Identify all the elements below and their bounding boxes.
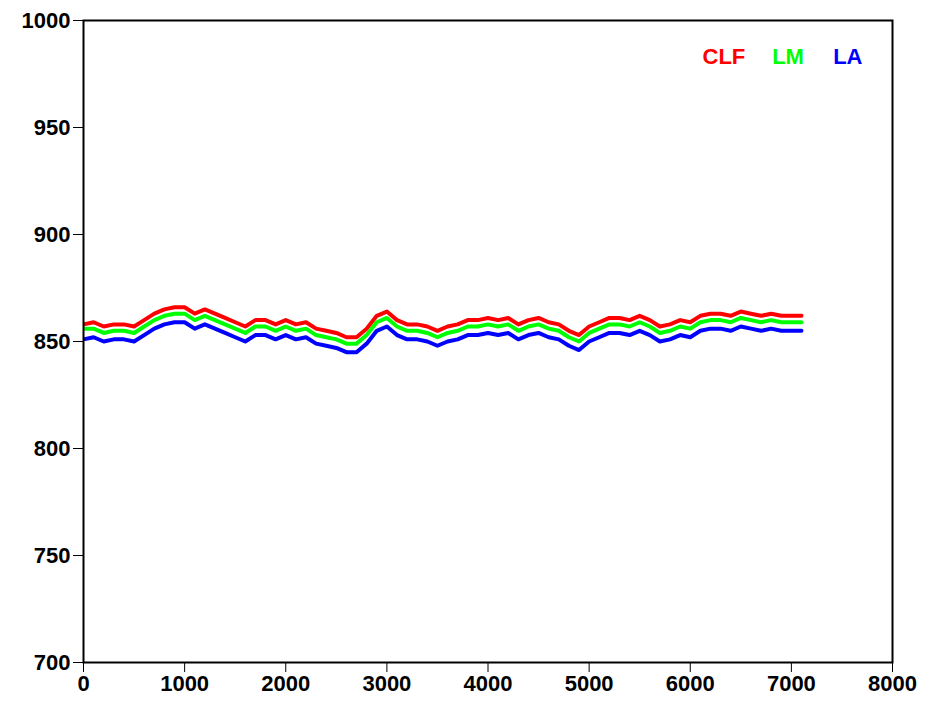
svg-text:5000: 5000 <box>565 671 614 696</box>
svg-text:4000: 4000 <box>464 671 513 696</box>
svg-text:950: 950 <box>34 115 71 140</box>
svg-text:850: 850 <box>34 329 71 354</box>
svg-text:0: 0 <box>77 671 89 696</box>
svg-text:1000: 1000 <box>22 8 71 33</box>
svg-text:LM: LM <box>772 44 804 69</box>
svg-text:CLF: CLF <box>703 44 746 69</box>
svg-text:800: 800 <box>34 436 71 461</box>
svg-text:8000: 8000 <box>868 671 917 696</box>
svg-text:700: 700 <box>34 650 71 675</box>
svg-text:3000: 3000 <box>362 671 411 696</box>
svg-text:LA: LA <box>833 44 862 69</box>
svg-text:6000: 6000 <box>666 671 715 696</box>
svg-text:750: 750 <box>34 543 71 568</box>
svg-text:7000: 7000 <box>767 671 816 696</box>
svg-text:1000: 1000 <box>160 671 209 696</box>
svg-text:900: 900 <box>34 222 71 247</box>
svg-text:2000: 2000 <box>261 671 310 696</box>
